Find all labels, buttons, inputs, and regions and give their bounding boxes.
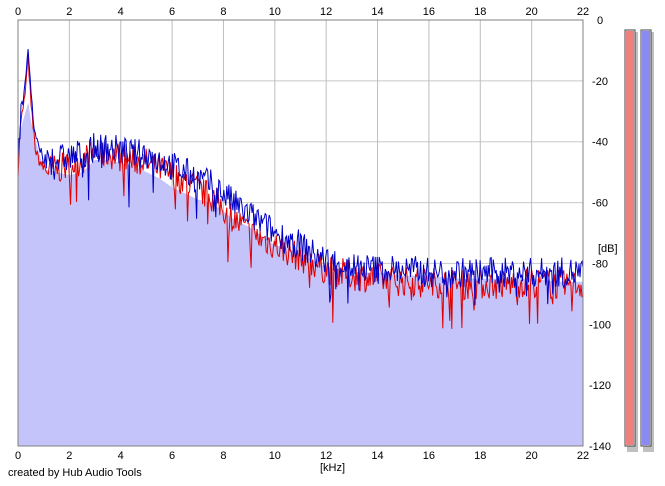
x-tick-label-top: 6 — [169, 6, 175, 18]
x-tick-label-bottom: 0 — [15, 450, 21, 462]
x-tick-label-top: 2 — [66, 6, 72, 18]
y-tick-label: -60 — [592, 198, 608, 210]
x-tick-label-top: 18 — [474, 6, 486, 18]
level-meter-fill — [642, 31, 650, 445]
x-tick-label-bottom: 16 — [423, 450, 435, 462]
x-tick-label-top: 22 — [577, 6, 589, 18]
x-tick-label-bottom: 4 — [118, 450, 124, 462]
level-meters — [624, 29, 654, 452]
series-area-fill — [18, 102, 583, 446]
y-tick-label: -100 — [589, 319, 611, 331]
credit-text: created by Hub Audio Tools — [8, 467, 142, 479]
x-tick-label-bottom: 8 — [220, 450, 226, 462]
area-layer — [18, 102, 583, 446]
x-tick-label-top: 14 — [371, 6, 383, 18]
y-tick-label: -80 — [592, 258, 608, 270]
x-tick-label-top: 16 — [423, 6, 435, 18]
x-tick-label-bottom: 18 — [474, 450, 486, 462]
x-tick-label-bottom: 22 — [577, 450, 589, 462]
x-tick-label-top: 10 — [269, 6, 281, 18]
x-tick-label-top: 8 — [220, 6, 226, 18]
x-tick-label-top: 0 — [15, 6, 21, 18]
x-tick-label-bottom: 2 — [66, 450, 72, 462]
series-line-2 — [17, 49, 584, 306]
x-tick-label-bottom: 12 — [320, 450, 332, 462]
y-tick-label: -20 — [592, 76, 608, 88]
y-tick-label: -140 — [589, 441, 611, 453]
x-tick-label-bottom: 10 — [269, 450, 281, 462]
axis-layer: 002244668810101212141416161818202022220-… — [15, 6, 611, 462]
x-tick-label-bottom: 6 — [169, 450, 175, 462]
y-tick-label: -40 — [592, 137, 608, 149]
series-line-1 — [17, 53, 584, 329]
y-tick-label: 0 — [597, 15, 603, 27]
y-axis-label: [dB] — [598, 243, 618, 255]
x-tick-label-top: 12 — [320, 6, 332, 18]
level-meter-fill — [626, 31, 634, 445]
line-layer — [17, 49, 584, 329]
x-tick-label-top: 4 — [118, 6, 124, 18]
plot-border — [17, 19, 584, 447]
x-axis-label: [kHz] — [320, 462, 345, 474]
x-tick-label-bottom: 20 — [526, 450, 538, 462]
x-tick-label-bottom: 14 — [371, 450, 383, 462]
x-tick-label-top: 20 — [526, 6, 538, 18]
y-tick-label: -120 — [589, 380, 611, 392]
